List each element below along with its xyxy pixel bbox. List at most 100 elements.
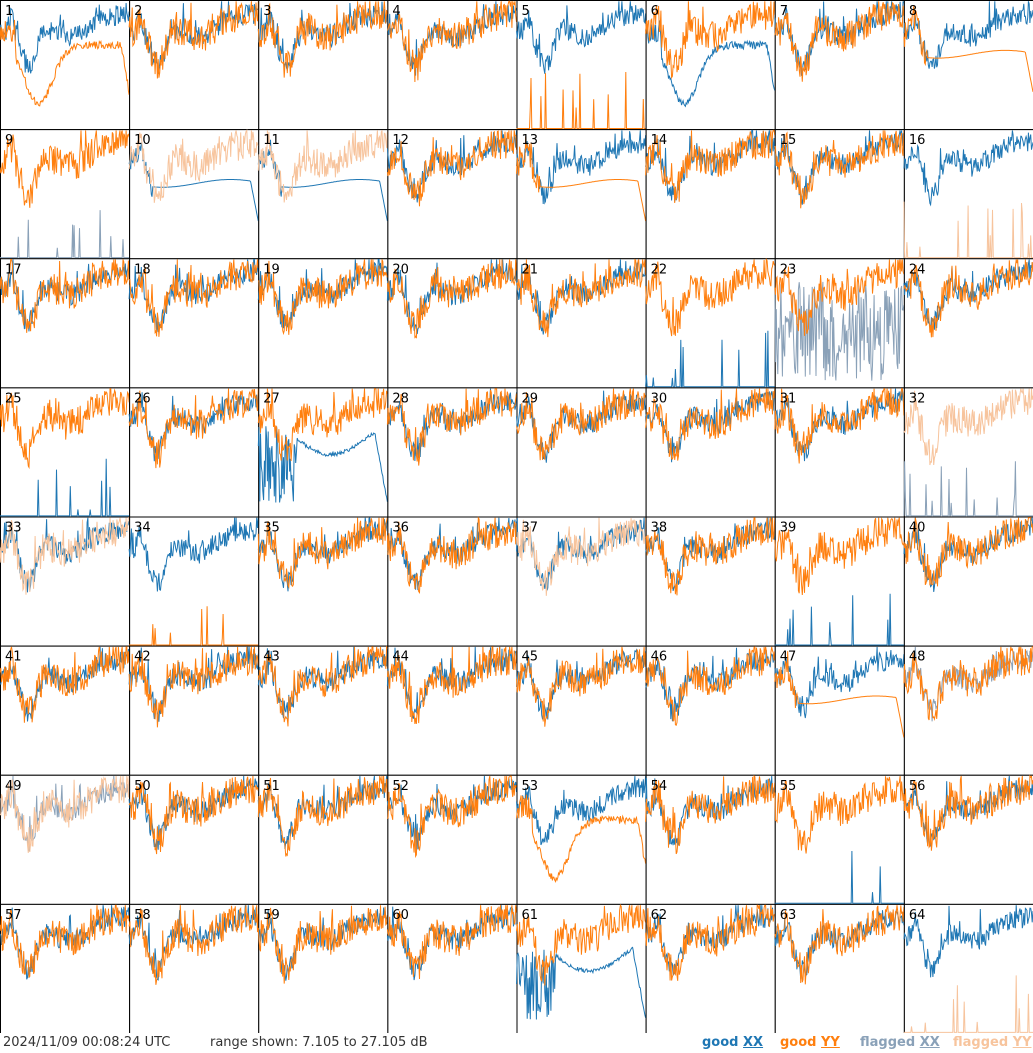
tile-44: 44 (386, 645, 518, 776)
tile-label: 1 (5, 4, 13, 19)
series-yy (516, 517, 647, 596)
tile-label: 44 (392, 650, 409, 665)
tile-frame (387, 774, 518, 905)
tile-label: 51 (263, 779, 280, 794)
tile-46: 46 (645, 645, 776, 776)
tile-label: 37 (522, 521, 539, 536)
series-xx (645, 517, 776, 592)
tile-label: 50 (134, 779, 151, 794)
series-yy (903, 774, 1033, 851)
series-yy (257, 517, 388, 590)
series-yy (0, 646, 130, 723)
legend-good-yy-tag: YY (821, 1035, 840, 1050)
tile-label: 45 (522, 650, 539, 665)
tile-label: 21 (522, 262, 539, 277)
series-yy (386, 775, 517, 859)
tile-label: 25 (5, 391, 22, 406)
legend-flagged-xx: flagged XX (860, 1035, 940, 1050)
series-yy (516, 136, 647, 222)
series-xx (903, 905, 1033, 978)
tile-frame (129, 387, 260, 518)
series-yy (774, 388, 905, 464)
tile-label: 9 (5, 133, 13, 148)
tile-label: 40 (909, 521, 926, 536)
tile-56: 56 (903, 774, 1033, 905)
tile-frame (387, 258, 518, 389)
tile-label: 49 (5, 779, 22, 794)
series-yy (0, 904, 130, 978)
tile-frame (0, 0, 131, 131)
series-yy (516, 258, 647, 338)
series-yy (903, 259, 1033, 338)
tile-frame (903, 774, 1033, 905)
series-yy (129, 259, 259, 337)
legend-good-yy-prefix: good (780, 1035, 817, 1050)
tile-30: 30 (645, 387, 776, 518)
tile-label: 48 (909, 650, 926, 665)
tile-48: 48 (903, 645, 1033, 776)
series-yy (128, 775, 259, 855)
tile-label: 47 (780, 650, 797, 665)
series-xx (516, 1, 647, 74)
series-xx (903, 461, 1033, 517)
series-xx (128, 142, 259, 222)
tile-label: 8 (909, 4, 917, 19)
tile-49: 49 (0, 774, 131, 905)
series-yy (257, 1, 388, 78)
series-xx (257, 907, 388, 981)
tile-22: 22 (645, 257, 776, 389)
tile-frame (903, 645, 1033, 776)
tile-label: 4 (392, 4, 400, 19)
series-yy (645, 388, 776, 461)
tile-11: 11 (257, 129, 389, 260)
series-yy (516, 794, 647, 883)
tile-label: 64 (909, 908, 926, 923)
series-yy (0, 130, 130, 208)
series-yy (516, 646, 647, 727)
tile-label: 31 (780, 391, 797, 406)
series-xx (645, 20, 776, 108)
series-yy (0, 388, 130, 470)
tile-43: 43 (257, 645, 389, 776)
tile-28: 28 (386, 387, 518, 518)
tile-label: 5 (522, 4, 530, 19)
series-yy (386, 905, 517, 980)
tile-label: 12 (392, 133, 409, 148)
legend-flagged-xx-prefix: flagged (860, 1035, 916, 1050)
tile-58: 58 (128, 903, 260, 1033)
legend-flagged-xx-tag: XX (919, 1035, 940, 1050)
tile-64: 64 (903, 903, 1033, 1033)
series-yy (386, 130, 517, 207)
series-yy (774, 651, 905, 738)
tile-6: 6 (645, 0, 776, 131)
tile-label: 53 (522, 779, 539, 794)
tile-label: 10 (134, 133, 151, 148)
tile-label: 41 (5, 650, 22, 665)
tile-54: 54 (645, 774, 776, 905)
tile-10: 10 (128, 128, 260, 260)
tile-label: 14 (651, 133, 668, 148)
series-xx (516, 775, 647, 846)
series-yy (386, 0, 517, 83)
tile-frame (516, 258, 647, 389)
series-yy (129, 606, 259, 646)
tile-1: 1 (0, 0, 131, 131)
tile-62: 62 (645, 903, 776, 1033)
tile-frame (387, 129, 518, 260)
tile-frame (774, 387, 905, 518)
tile-15: 15 (774, 129, 905, 260)
series-yy (645, 904, 776, 981)
series-yy (903, 646, 1033, 721)
tile-40: 40 (903, 516, 1033, 647)
series-yy (257, 388, 388, 462)
tile-label: 18 (134, 262, 151, 277)
tile-label: 59 (263, 908, 280, 923)
series-yy (774, 130, 905, 209)
tile-2: 2 (128, 0, 260, 131)
tile-label: 2 (134, 4, 142, 19)
legend-good-xx: good XX (702, 1035, 763, 1050)
tile-label: 54 (651, 779, 668, 794)
tile-24: 24 (903, 258, 1033, 389)
tile-52: 52 (386, 774, 518, 905)
